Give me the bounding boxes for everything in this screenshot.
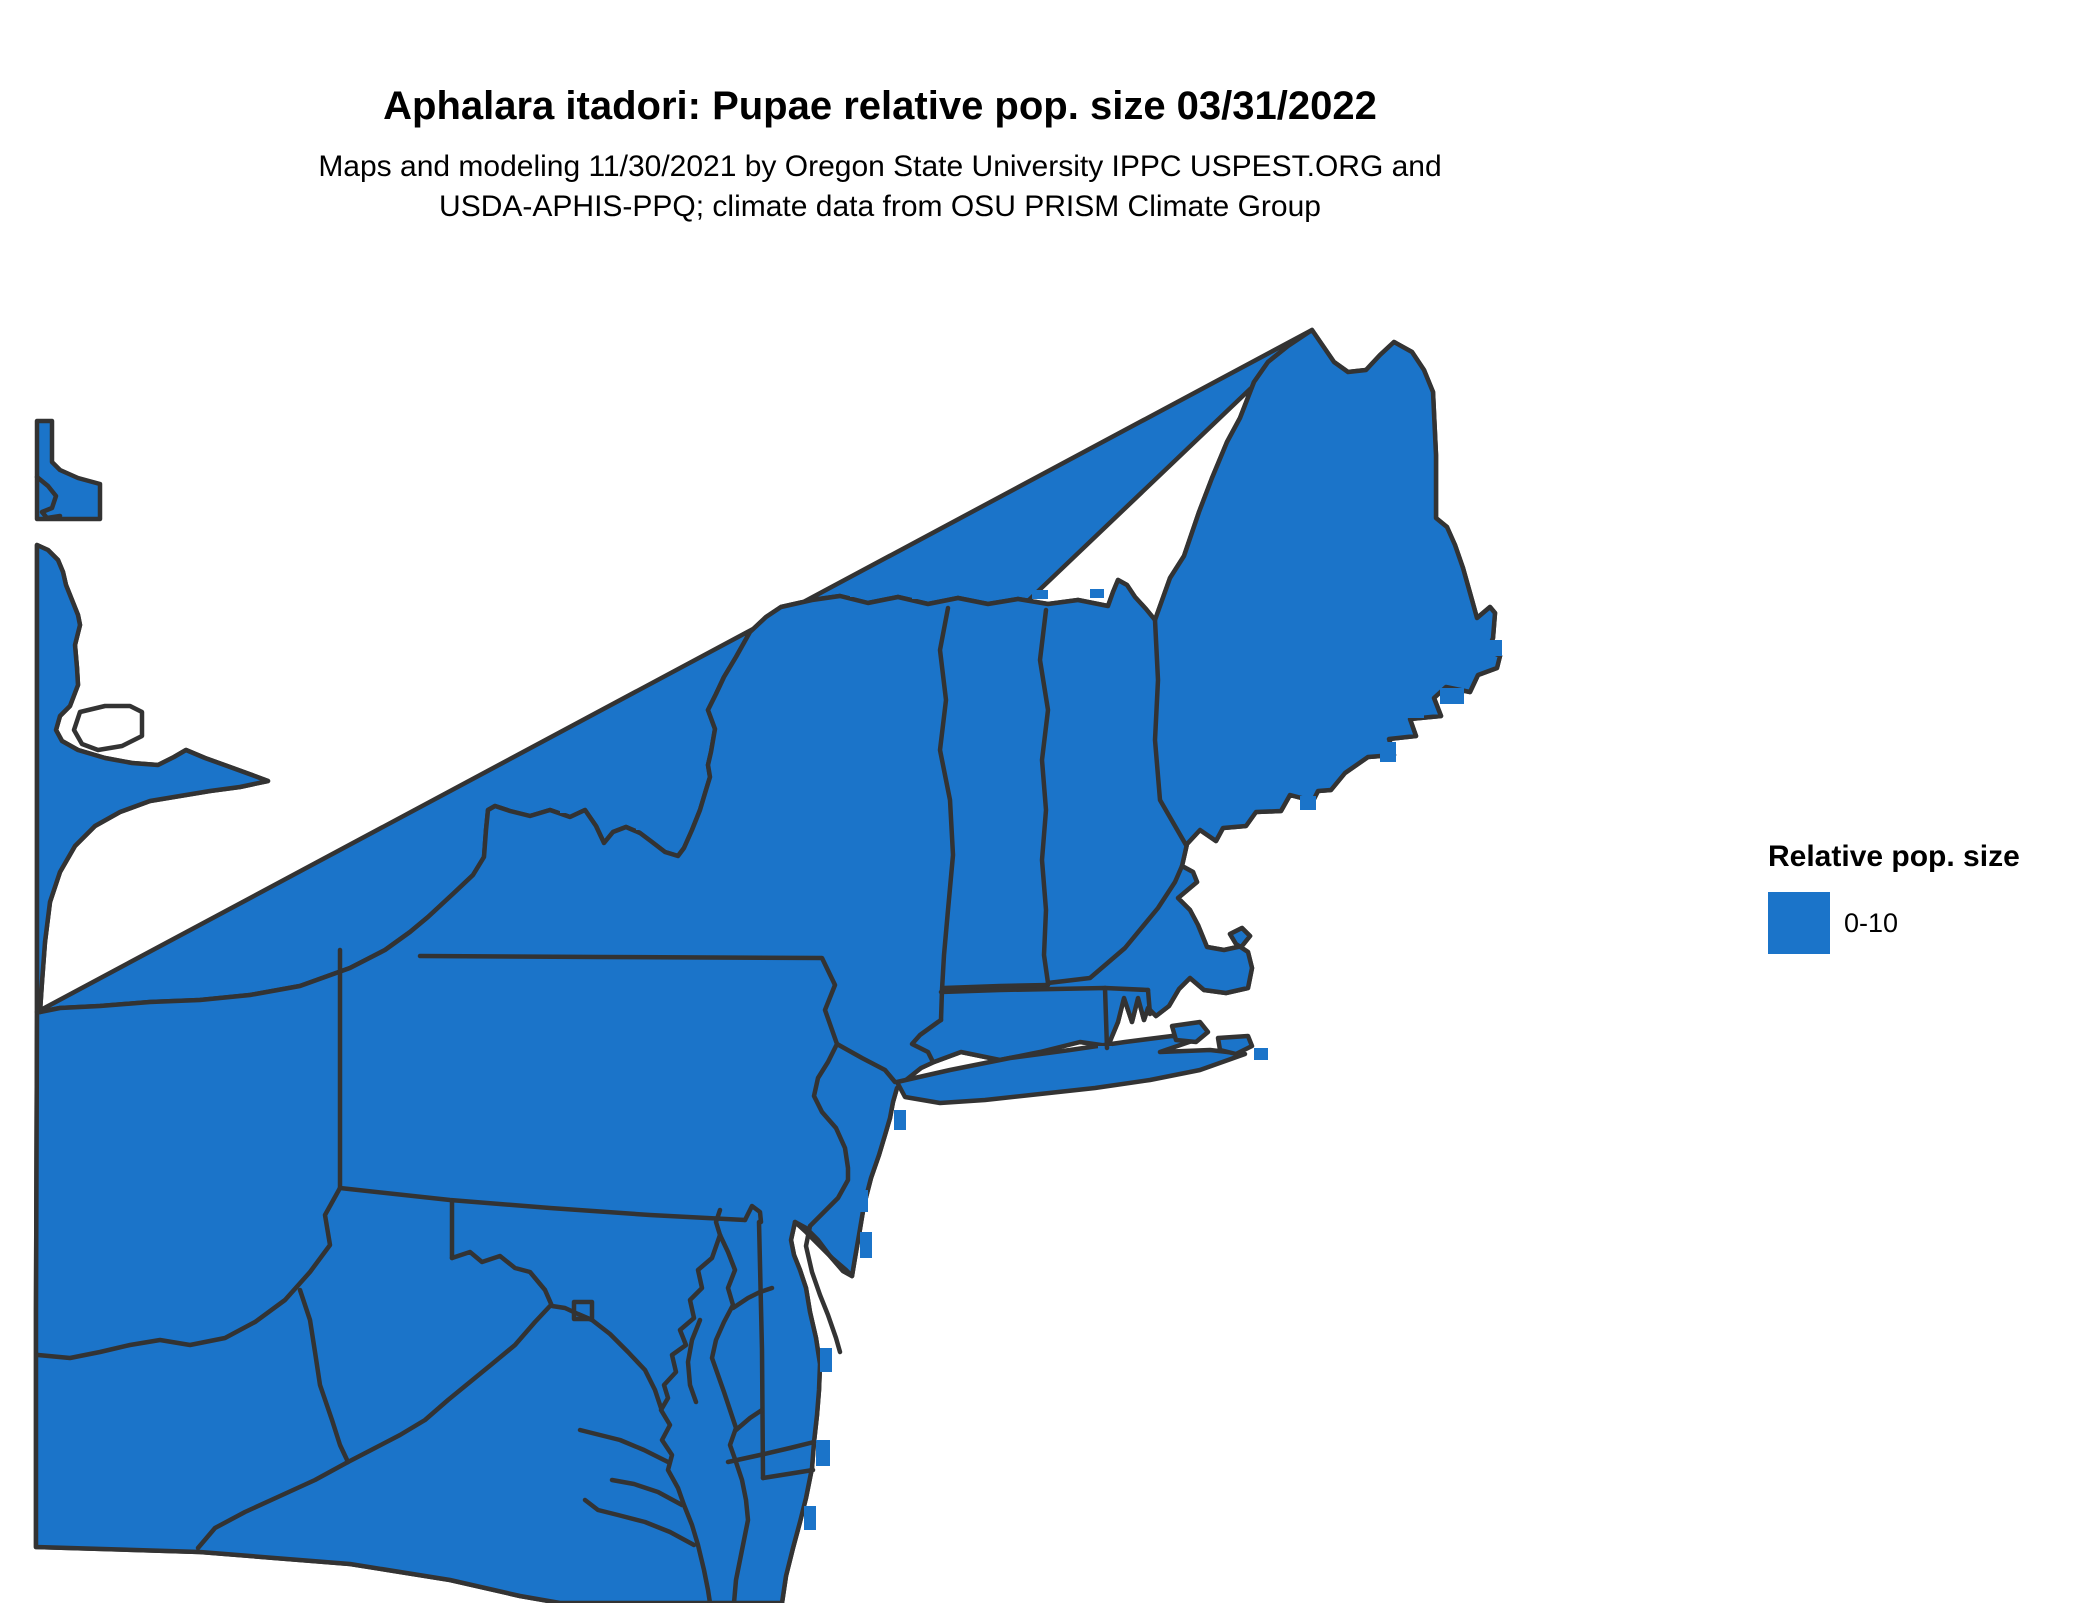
border-ohio-river <box>35 1185 343 1361</box>
border-vermont-massachusetts <box>941 982 1051 991</box>
legend: Relative pop. size 0-10 <box>1768 840 2020 954</box>
legend-item-label: 0-10 <box>1844 908 1899 938</box>
border-left-patch <box>34 474 63 521</box>
border-maine-new-hampshire <box>1152 617 1189 848</box>
border-new-hampshire-massachusetts <box>1045 863 1185 986</box>
border-delaware-maryland <box>756 1219 766 1481</box>
rappahannock-river <box>577 1427 671 1465</box>
susquehanna-mouth <box>713 1207 723 1238</box>
legend-swatch <box>1768 892 1830 954</box>
border-delaware-south <box>760 1467 816 1481</box>
chesapeake-west-shore <box>658 1232 723 1603</box>
michigan-strip <box>34 542 271 1015</box>
estuary-shorelines <box>577 1207 855 1603</box>
patuxent-river <box>685 1317 703 1405</box>
border-massachusetts-connecticut <box>938 985 1151 995</box>
state-borders <box>34 474 1189 1551</box>
border-delmarva-maryland-virginia <box>725 1439 817 1465</box>
border-kentucky-virginia <box>195 1459 351 1551</box>
border-new-york-new-jersey <box>834 1041 898 1085</box>
border-rhode-island-connecticut <box>1102 985 1110 1051</box>
border-mason-dixon <box>337 1185 748 1223</box>
legend-row: 0-10 <box>1768 892 2020 954</box>
district-of-columbia <box>571 1299 595 1322</box>
delaware-bay-new-jersey-shore <box>792 1219 855 1279</box>
nantucket-island <box>1215 1033 1255 1057</box>
nanticoke-river <box>733 1407 765 1433</box>
border-kentucky-west-virginia <box>297 1287 351 1465</box>
maumee-bay <box>71 703 145 753</box>
border-virginia-west-virginia <box>345 1303 553 1465</box>
border-new-york-pennsylvania <box>417 953 840 1047</box>
border-potomac-river <box>449 1249 664 1411</box>
landmass-group <box>33 327 1503 1603</box>
border-rhode-island-massachusetts <box>1145 987 1153 1017</box>
border-delaware-river <box>803 1041 851 1355</box>
marthas-vineyard-island <box>1169 1019 1211 1045</box>
left-edge-patch <box>34 418 103 522</box>
james-river <box>582 1497 697 1548</box>
border-new-york-connecticut <box>909 1017 944 1065</box>
border-delaware-arc <box>742 1203 764 1225</box>
york-river <box>609 1477 685 1508</box>
page-subtitle-line2: USDA-APHIS-PPQ; climate data from OSU PR… <box>439 190 1321 223</box>
border-new-york-vermont <box>937 605 956 1023</box>
mainland-fill <box>33 327 1503 1603</box>
page-title: Aphalara itadori: Pupae relative pop. si… <box>383 84 1377 128</box>
border-vermont-new-hampshire <box>1037 607 1051 986</box>
choptank-river <box>730 1285 775 1311</box>
legend-title: Relative pop. size <box>1768 840 2020 873</box>
chesapeake-east-shore <box>709 1232 751 1603</box>
page-subtitle-line1: Maps and modeling 11/30/2021 by Oregon S… <box>318 150 1442 183</box>
raster-edge-nubs <box>520 588 1502 1530</box>
